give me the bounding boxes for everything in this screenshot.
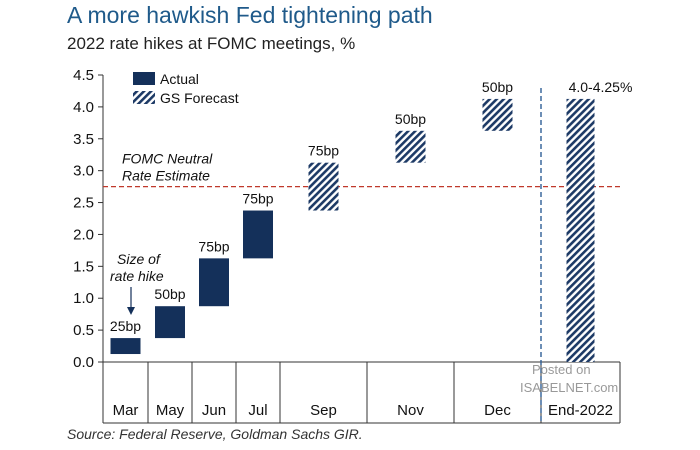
x-category-label: Jun (202, 402, 226, 419)
x-category-label: End-2022 (548, 402, 613, 419)
x-category-label: Mar (113, 402, 139, 419)
chart-title: A more hawkish Fed tightening path (67, 2, 433, 28)
axes: 0.0 0.5 1.0 1.5 2.0 2.5 3.0 3.5 4.0 4.5 Mar May Jun J… (73, 67, 621, 424)
legend-label-actual: Actual (160, 71, 199, 87)
watermark-line1: Posted on (532, 362, 591, 377)
annotation-arrow-icon (127, 307, 135, 315)
bar-data-label: 50bp (482, 79, 513, 95)
y-tick-label: 2.5 (73, 195, 94, 212)
bar-nov (395, 130, 426, 163)
annotation-line1: Size of (117, 251, 162, 267)
y-tick-label: 0.5 (73, 322, 94, 339)
y-tick-label: 4.5 (73, 67, 94, 84)
x-category-label: Dec (484, 402, 511, 419)
bar-jul (243, 210, 273, 259)
legend-swatch-forecast (133, 91, 155, 104)
bar-data-label: 50bp (154, 286, 185, 302)
bar-may (155, 306, 185, 339)
bar-data-label: 50bp (395, 111, 426, 127)
bar-sep (308, 162, 339, 211)
x-category-label: Sep (310, 402, 337, 419)
bar-data-label: 75bp (308, 143, 339, 159)
y-tick-label: 1.5 (73, 258, 94, 275)
y-tick-label: 2.0 (73, 226, 94, 243)
bar-dec (482, 98, 513, 131)
annotation-line2: rate hike (110, 268, 164, 284)
watermark: Posted on ISABELNET.com (520, 362, 618, 395)
y-tick-label: 0.0 (73, 354, 94, 371)
bar-data-label: 4.0-4.25% (569, 79, 633, 95)
legend-label-forecast: GS Forecast (160, 90, 239, 106)
watermark-line2: ISABELNET.com (520, 380, 618, 395)
bar-data-label: 75bp (242, 191, 273, 207)
bar-data-label: 75bp (198, 238, 229, 254)
y-tick-label: 4.0 (73, 99, 94, 116)
bar-data-label: 25bp (110, 318, 141, 334)
neutral-rate-label-line1: FOMC Neutral (122, 151, 213, 167)
x-category-label: May (156, 402, 185, 419)
bar-jun (199, 258, 229, 307)
x-category-label: Nov (397, 402, 424, 419)
bar-mar (110, 338, 141, 355)
bars-layer (110, 98, 595, 363)
y-tick-label: 3.5 (73, 131, 94, 148)
labels-layer: 25bp 50bp 75bp 75bp 75bp 50bp 50bp 4.0-4.25% (110, 79, 632, 334)
chart-subtitle: 2022 rate hikes at FOMC meetings, % (67, 34, 356, 53)
y-tick-label: 3.0 (73, 163, 94, 180)
source-note: Source: Federal Reserve, Goldman Sachs G… (67, 426, 363, 442)
legend-swatch-actual (133, 72, 155, 85)
bar-end-2022 (566, 98, 595, 363)
neutral-rate-label-line2: Rate Estimate (122, 168, 210, 184)
x-category-label: Jul (248, 402, 267, 419)
legend: Actual GS Forecast (133, 71, 239, 106)
y-tick-label: 1.0 (73, 290, 94, 307)
